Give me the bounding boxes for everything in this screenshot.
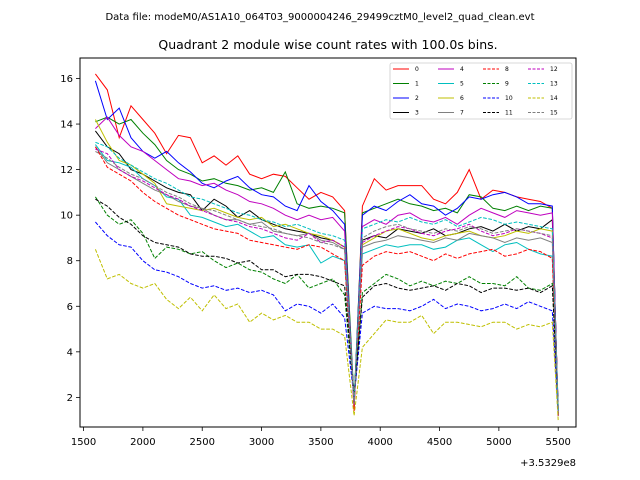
plot-frame [79, 57, 577, 428]
legend-label: 12 [550, 66, 558, 73]
x-axis-ticks: 1500 2000 2500 3000 3500 4000 4500 5000 5500 [71, 427, 571, 448]
legend-label: 3 [415, 110, 419, 117]
legend-label: 10 [505, 95, 513, 102]
legend-entry-6: 6 [438, 95, 464, 102]
legend-entry-4: 4 [438, 66, 464, 73]
x-tick-label: 4500 [427, 437, 452, 448]
legend-entry-0: 0 [393, 66, 419, 73]
legend-label: 11 [505, 110, 513, 117]
x-tick-label: 5500 [545, 437, 570, 448]
chart-title: Quadrant 2 module wise count rates with … [158, 37, 497, 52]
legend-label: 13 [550, 81, 558, 88]
legend-entry-5: 5 [438, 81, 464, 88]
legend-label: 8 [505, 66, 509, 73]
legend-label: 7 [460, 110, 464, 117]
legend-entry-7: 7 [438, 110, 464, 117]
legend-label: 9 [505, 81, 509, 88]
series-line-7 [94, 146, 559, 414]
y-tick-label: 8 [67, 256, 73, 267]
figure-suptitle: Data file: modeM0/AS1A10_064T03_90000042… [105, 12, 534, 23]
series-line-12 [95, 148, 559, 412]
series-line-14 [94, 249, 559, 421]
x-tick-label: 5000 [486, 437, 511, 448]
series-line-13 [95, 141, 559, 412]
y-tick-label: 14 [60, 120, 73, 131]
series-line-2 [94, 80, 559, 416]
legend-entry-15: 15 [528, 110, 558, 117]
legend-label: 5 [460, 81, 464, 88]
series-line-4 [95, 116, 559, 412]
y-tick-label: 12 [60, 165, 73, 176]
legend-frame [389, 62, 573, 120]
x-tick-label: 3500 [308, 437, 333, 448]
series-line-11 [95, 198, 559, 405]
legend-entry-11: 11 [483, 110, 513, 117]
legend-entry-13: 13 [528, 81, 558, 88]
y-tick-label: 16 [60, 74, 73, 85]
x-tick-label: 1500 [71, 437, 96, 448]
series-line-5 [94, 144, 559, 412]
x-tick-label: 2000 [130, 437, 155, 448]
legend-entry-1: 1 [393, 81, 419, 88]
legend-label: 4 [460, 66, 464, 73]
plot-lines [94, 73, 559, 421]
legend-entry-3: 3 [393, 110, 419, 117]
x-tick-label: 3000 [249, 437, 274, 448]
y-tick-label: 4 [67, 347, 73, 358]
y-tick-label: 2 [67, 393, 73, 404]
legend-label: 15 [550, 110, 558, 117]
series-line-9 [94, 196, 559, 407]
legend-entry-14: 14 [528, 95, 558, 102]
series-line-10 [95, 221, 559, 414]
series-line-1 [95, 116, 559, 416]
x-tick-label: 4000 [367, 437, 392, 448]
y-tick-label: 10 [60, 211, 73, 222]
legend-entry-9: 9 [483, 81, 509, 88]
y-tick-label: 6 [67, 302, 73, 313]
series-line-8 [94, 146, 559, 416]
legend-label: 0 [415, 66, 419, 73]
legend-label: 6 [460, 95, 464, 102]
legend-label: 14 [550, 95, 558, 102]
legend-entry-2: 2 [393, 95, 419, 102]
y-axis-ticks: 2 4 6 8 10 12 14 16 [60, 74, 80, 404]
legend-label: 2 [415, 95, 419, 102]
x-tick-label: 2500 [189, 437, 214, 448]
series-line-0 [94, 73, 559, 414]
legend-entry-10: 10 [483, 95, 513, 102]
legend-entry-12: 12 [528, 66, 558, 73]
x-offset-label: +3.5329e8 [520, 458, 576, 469]
series-line-15 [95, 150, 559, 412]
legend-label: 1 [415, 81, 419, 88]
legend-entry-8: 8 [483, 66, 509, 73]
